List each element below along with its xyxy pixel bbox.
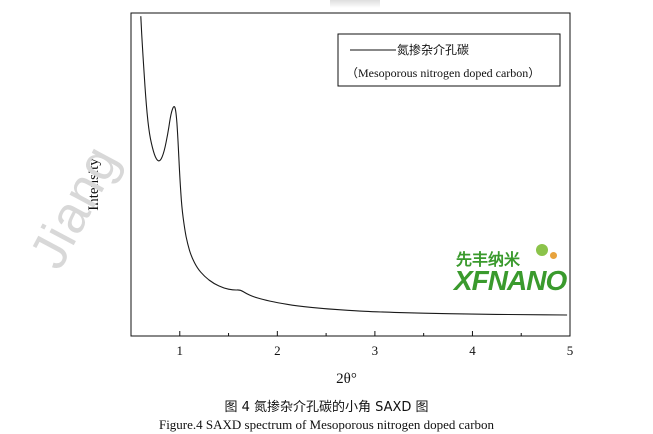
x-tick-label: 2 [274,343,281,358]
xfnano-logo: 先丰纳米 XFNANO [450,240,570,296]
x-tick-label: 3 [372,343,379,358]
logo-cn-text: 先丰纳米 [456,250,521,269]
logo-dot-icon [536,244,548,256]
legend-entry-en: （Mesoporous nitrogen doped carbon） [346,66,540,80]
series-group [140,16,568,316]
x-tick-label: 5 [567,343,574,358]
x-axis-label: 2θ° [336,371,357,387]
x-tick-label: 4 [469,343,476,358]
x-tick-label: 1 [177,343,184,358]
legend: 氮掺杂介孔碳 （Mesoporous nitrogen doped carbon… [337,33,561,87]
logo-dot-small-icon [550,252,557,259]
series-line [140,16,568,316]
plot-frame [130,12,571,337]
legend-box [337,33,561,87]
top-edge-artifact [330,0,380,8]
y-axis-label: Intensity [86,158,102,211]
legend-entry-cn: 氮掺杂介孔碳 [397,42,469,57]
figure-caption-cn: 图 4 氮掺杂介孔碳的小角 SAXD 图 [224,400,429,415]
x-axis: 1 2 3 4 5 [130,331,574,358]
logo-en-text: XFNANO [454,265,567,296]
figure-caption-en: Figure.4 SAXD spectrum of Mesoporous nit… [158,417,495,432]
saxd-chart: 1 2 3 4 5 Intensity 2θ° 氮掺杂介孔碳 （Mesoporous n… [86,12,574,387]
